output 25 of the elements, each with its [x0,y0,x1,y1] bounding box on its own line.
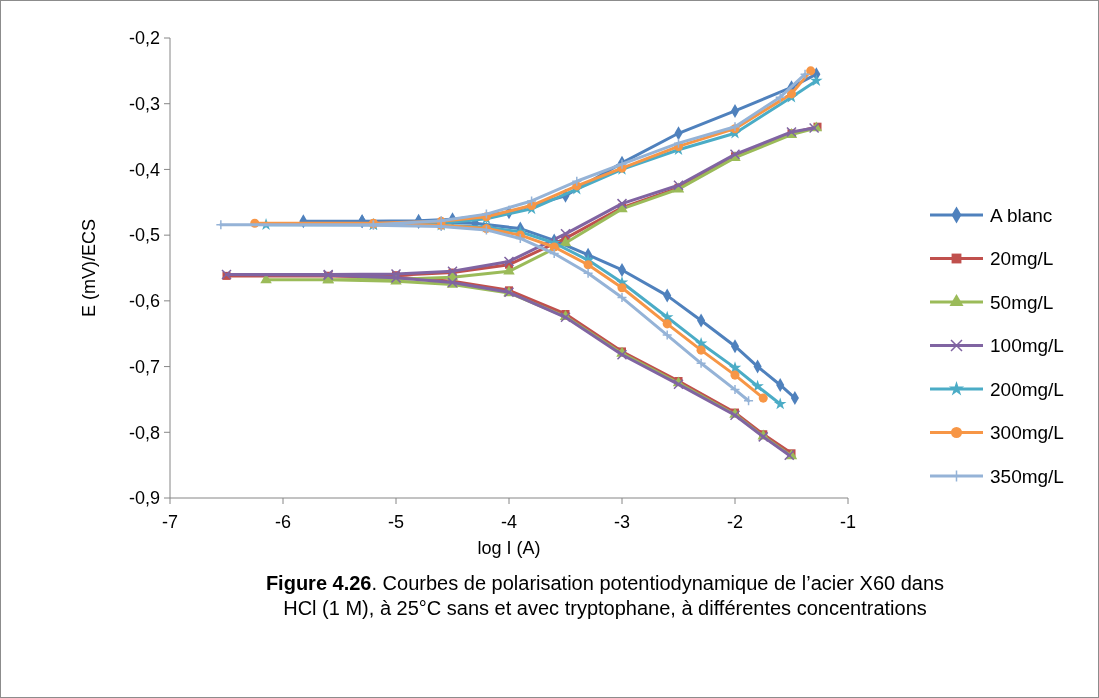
x-tick-label: -7 [161,512,179,532]
y-tick-label: -0,7 [128,356,160,377]
y-tick-label: -0,2 [128,28,160,49]
y-tick-label: -0,8 [128,422,160,443]
y-axis-title: E (mV)/ECS [79,218,99,318]
x-tick-label: -3 [613,512,631,532]
legend-label: 100mg/L [990,335,1064,357]
y-tick-label: -0,3 [128,94,160,115]
x-tick-label: -2 [726,512,744,532]
legend-label: 50mg/L [990,291,1054,313]
legend-label: 200mg/L [990,378,1064,400]
x-tick-label: -4 [500,512,518,532]
y-tick-label: -0,9 [128,488,160,509]
y-tick-label: -0,6 [128,291,160,312]
x-tick-label: -6 [274,512,292,532]
x-tick-label: -1 [839,512,857,532]
legend-label: 20mg/L [990,248,1054,270]
legend-label: 300mg/L [990,422,1064,444]
y-tick-label: -0,4 [128,159,160,180]
y-tick-label: -0,5 [128,225,160,246]
x-axis-title: log I (A) [477,538,541,558]
legend-label: 350mg/L [990,465,1064,487]
legend-label: A blanc [990,204,1053,226]
caption: Figure 4.26. Courbes de polarisation potentiodynamique de l’acier X60 dans HCl (1 M), à 25°C sans et avec tryptophane, à différentes concentrations [265,572,945,619]
x-tick-label: -5 [387,512,405,532]
